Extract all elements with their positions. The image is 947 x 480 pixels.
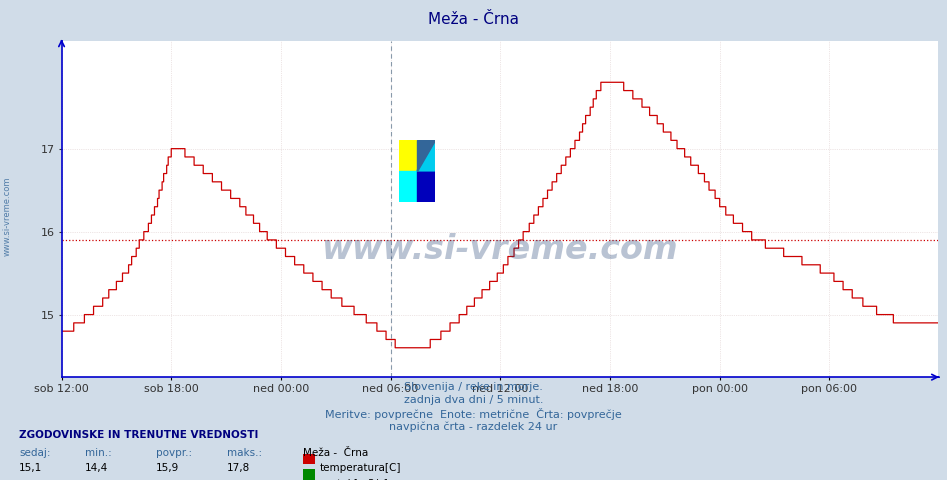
Text: navpična črta - razdelek 24 ur: navpična črta - razdelek 24 ur [389, 422, 558, 432]
Text: www.si-vreme.com: www.si-vreme.com [321, 233, 678, 265]
Text: 15,9: 15,9 [156, 463, 180, 473]
Text: 17,8: 17,8 [227, 463, 251, 473]
Text: 14,4: 14,4 [85, 463, 109, 473]
Text: Meža -  Črna: Meža - Črna [303, 448, 368, 458]
Text: Meža - Črna: Meža - Črna [428, 12, 519, 27]
Text: temperatura[C]: temperatura[C] [320, 463, 402, 473]
Text: -nan: -nan [156, 479, 180, 480]
Text: min.:: min.: [85, 448, 112, 458]
Bar [399, 140, 417, 171]
Text: -nan: -nan [85, 479, 109, 480]
Text: -nan: -nan [227, 479, 251, 480]
Polygon shape [417, 140, 435, 171]
Text: sedaj:: sedaj: [19, 448, 50, 458]
Text: Slovenija / reke in morje.: Slovenija / reke in morje. [404, 382, 543, 392]
Text: pretok[m3/s]: pretok[m3/s] [320, 479, 388, 480]
Polygon shape [417, 140, 435, 171]
Bar [417, 171, 435, 202]
Text: www.si-vreme.com: www.si-vreme.com [3, 176, 12, 256]
Text: -nan: -nan [19, 479, 43, 480]
Text: povpr.:: povpr.: [156, 448, 192, 458]
Bar [399, 171, 417, 202]
Text: 15,1: 15,1 [19, 463, 43, 473]
Text: maks.:: maks.: [227, 448, 262, 458]
Text: zadnja dva dni / 5 minut.: zadnja dva dni / 5 minut. [403, 395, 544, 405]
Text: ZGODOVINSKE IN TRENUTNE VREDNOSTI: ZGODOVINSKE IN TRENUTNE VREDNOSTI [19, 430, 259, 440]
Text: Meritve: povprečne  Enote: metrične  Črta: povprečje: Meritve: povprečne Enote: metrične Črta:… [325, 408, 622, 420]
